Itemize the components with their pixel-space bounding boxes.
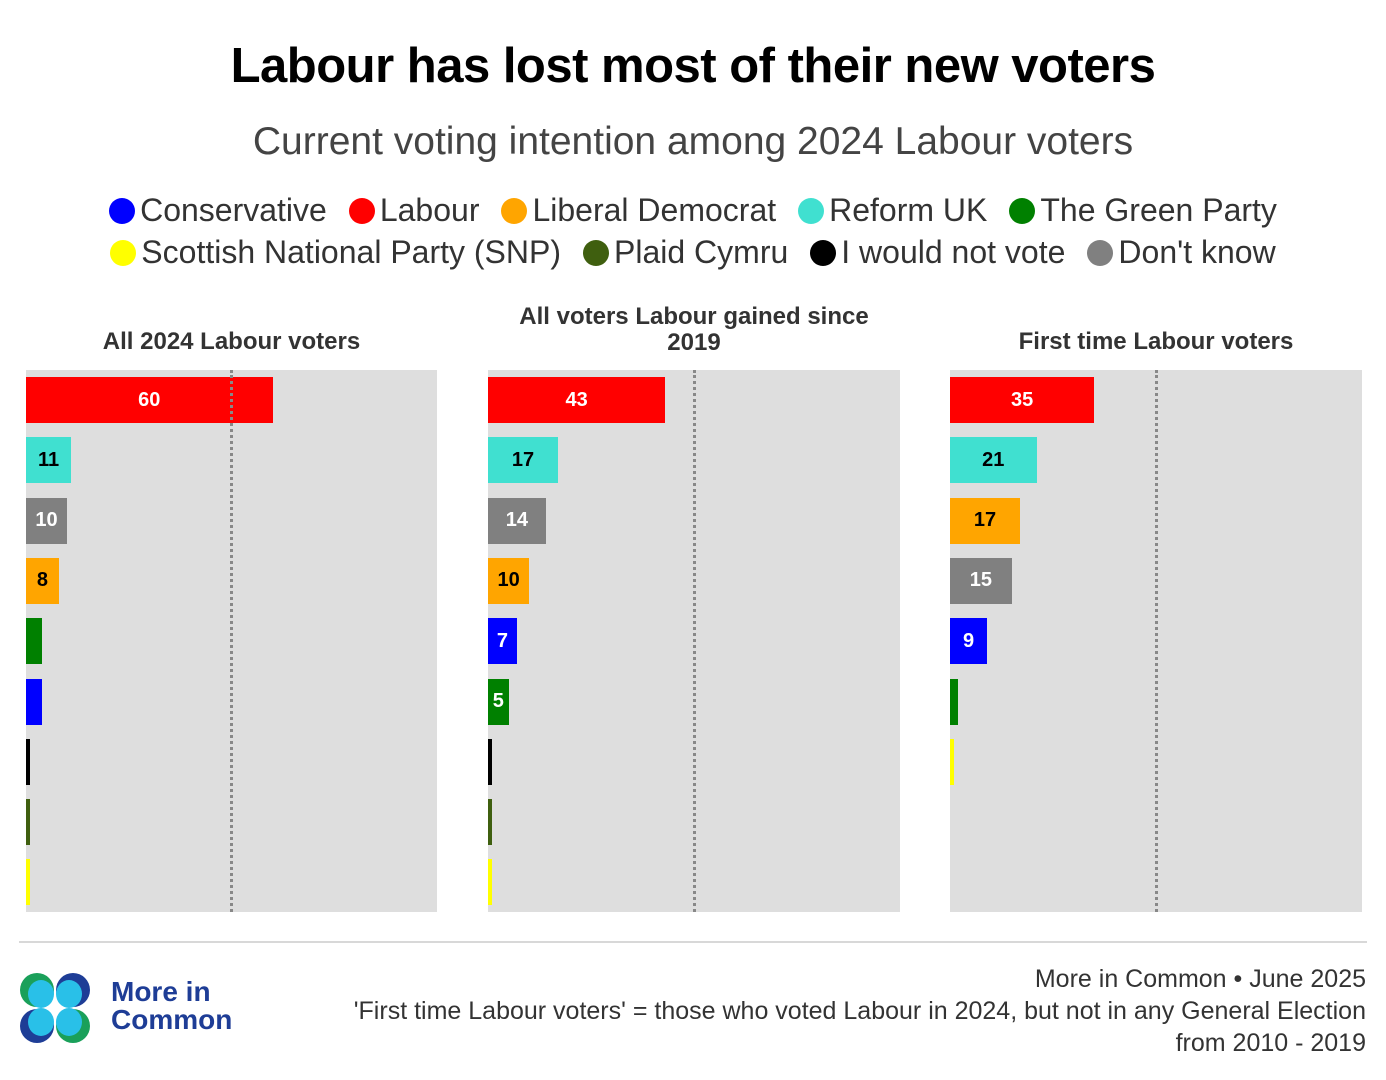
panel-title-first-time: First time Labour voters xyxy=(1018,328,1294,355)
legend-swatch-icon xyxy=(348,197,375,224)
legend-swatch-icon xyxy=(798,197,825,224)
bar-liberal-democrat: 10 xyxy=(488,557,530,604)
bar-conservative: 7 xyxy=(488,618,517,665)
bar-value-label: 17 xyxy=(973,509,997,532)
chart-title: Labour has lost most of their new voters xyxy=(230,39,1156,93)
more-in-common-logo-icon xyxy=(20,973,90,1043)
plot-first-time: 35 21 17 15 9 xyxy=(950,370,1362,912)
legend-item: Plaid Cymru xyxy=(583,234,788,271)
bar-value-label: 21 xyxy=(982,448,1005,471)
logo-text-line2: Common xyxy=(111,1004,233,1035)
reference-line-50 xyxy=(1154,370,1158,912)
bar-value-label: 14 xyxy=(505,509,528,532)
legend-label: Scottish National Party (SNP) xyxy=(141,234,561,270)
legend-swatch-icon xyxy=(110,239,137,266)
bar-value-label: 10 xyxy=(497,569,520,592)
legend-item: Labour xyxy=(348,192,480,229)
bar-the-green-party: 5 xyxy=(488,678,509,725)
bar-value-label: 35 xyxy=(1010,388,1034,411)
bar-scottish-national-party-snp xyxy=(26,859,31,906)
legend-swatch-icon xyxy=(810,239,837,266)
legend-label: Liberal Democrat xyxy=(532,192,777,228)
chart-subtitle: Current voting intention among 2024 Labo… xyxy=(252,120,1134,163)
bar-value-label: 7 xyxy=(496,629,508,652)
legend-label: Don't know xyxy=(1118,234,1276,270)
legend-swatch-icon xyxy=(583,239,609,266)
legend-label: I would not vote xyxy=(841,234,1066,270)
legend-swatch-icon xyxy=(109,197,136,224)
legend-swatch-icon xyxy=(1087,239,1114,266)
bar-don-t-know: 10 xyxy=(26,497,68,544)
legend-label: The Green Party xyxy=(1040,192,1277,228)
bar-value-label: 43 xyxy=(565,388,588,411)
bar-i-would-not-vote xyxy=(488,738,493,785)
logo-text: More in Common xyxy=(111,978,232,1034)
footer-note-line1: 'First time Labour voters' = those who v… xyxy=(353,997,1366,1025)
bar-value-label: 60 xyxy=(138,388,161,411)
plot-gained-since-2019: 43 17 14 10 7 5 xyxy=(488,370,900,912)
footer-divider xyxy=(19,941,1367,943)
legend-row-2: Scottish National Party (SNP) Plaid Cymru… xyxy=(0,234,1386,271)
legend-row-1: Conservative Labour Liberal Democrat Reform… xyxy=(0,192,1386,229)
bar-don-t-know: 15 xyxy=(950,557,1012,604)
panel-title-all-2024: All 2024 Labour voters xyxy=(102,328,361,355)
reference-line-50 xyxy=(692,370,696,912)
footer-source: More in Common • June 2025 xyxy=(1034,965,1366,993)
bar-the-green-party xyxy=(950,678,959,725)
bar-value-label: 10 xyxy=(35,509,58,532)
legend-item: Reform UK xyxy=(798,192,987,229)
legend-label: Conservative xyxy=(140,192,327,228)
bar-liberal-democrat: 8 xyxy=(26,557,59,604)
legend-swatch-icon xyxy=(501,197,528,224)
panel-title-gained-since-2019: All voters Labour gained since 2019 xyxy=(519,303,869,356)
bar-plaid-cymru xyxy=(26,799,31,846)
bar-conservative: 9 xyxy=(950,618,988,665)
bar-value-label: 8 xyxy=(36,569,48,592)
bar-reform-uk: 17 xyxy=(488,437,559,484)
bar-value-label: 11 xyxy=(38,448,60,471)
bar-reform-uk: 21 xyxy=(950,437,1037,484)
bar-value-label: 5 xyxy=(492,690,504,712)
footer-note-line2: from 2010 - 2019 xyxy=(1175,1029,1366,1057)
legend-label: Plaid Cymru xyxy=(614,234,789,270)
bar-conservative xyxy=(26,678,43,725)
legend-item: I would not vote xyxy=(810,234,1065,271)
bar-liberal-democrat: 17 xyxy=(950,497,1021,544)
legend-label: Reform UK xyxy=(829,192,988,228)
bar-scottish-national-party-snp xyxy=(488,859,493,906)
legend-item: Scottish National Party (SNP) xyxy=(110,234,561,271)
bar-labour: 35 xyxy=(950,377,1095,423)
bar-value-label: 17 xyxy=(511,448,535,471)
bar-value-label: 9 xyxy=(962,629,975,652)
logo-text-line1: More in xyxy=(111,976,211,1007)
legend-item: Conservative xyxy=(109,192,327,229)
bar-the-green-party xyxy=(26,618,43,665)
bar-i-would-not-vote xyxy=(26,738,31,785)
bar-value-label: 15 xyxy=(969,569,993,592)
bar-don-t-know: 14 xyxy=(488,497,546,544)
bar-reform-uk: 11 xyxy=(26,437,72,484)
legend-item: The Green Party xyxy=(1009,192,1277,229)
legend-swatch-icon xyxy=(1009,197,1036,224)
bar-labour: 60 xyxy=(26,377,273,423)
legend-label: Labour xyxy=(379,192,480,228)
bar-plaid-cymru xyxy=(488,799,493,846)
legend-item: Don't know xyxy=(1087,234,1276,271)
plot-all-2024: 60 11 10 8 xyxy=(26,370,437,912)
reference-line-50 xyxy=(230,370,233,912)
bar-labour: 43 xyxy=(488,377,666,423)
bar-scottish-national-party-snp xyxy=(950,738,955,785)
footer-notes: More in Common • June 2025 'First time L… xyxy=(354,963,1366,1059)
legend-item: Liberal Democrat xyxy=(501,192,776,229)
